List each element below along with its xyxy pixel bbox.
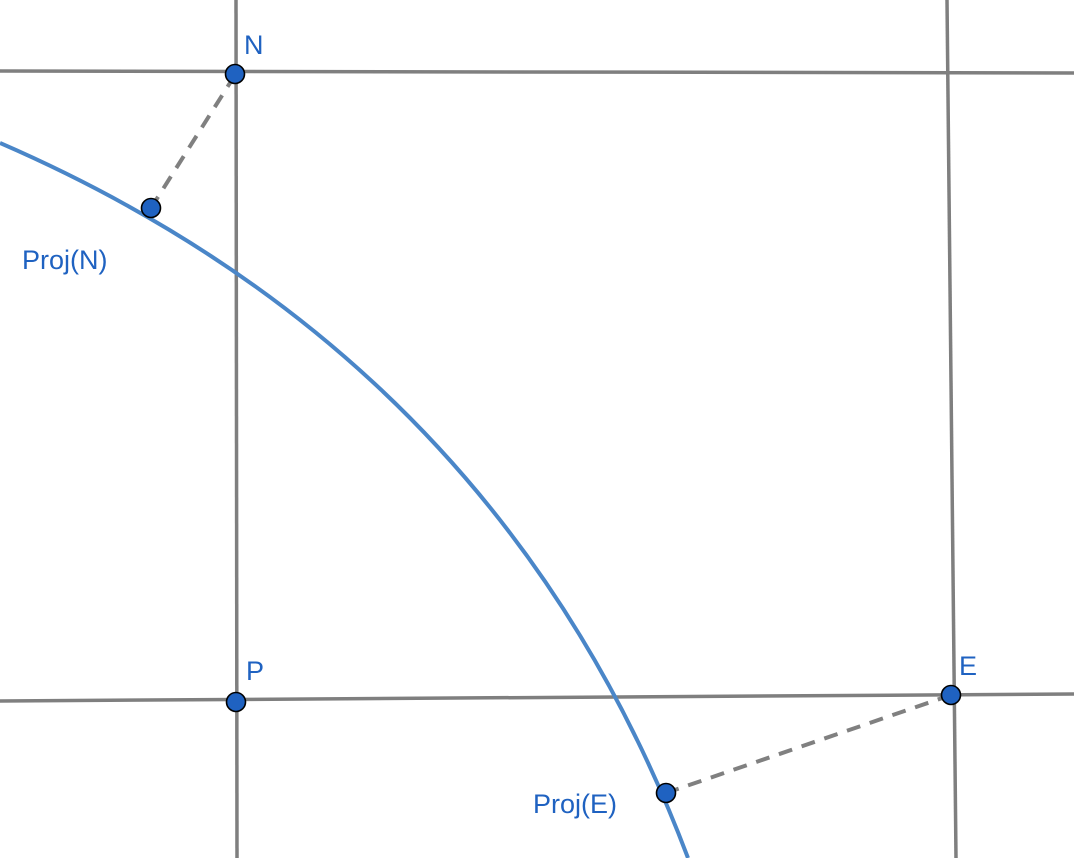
label-p: P [246, 656, 264, 686]
label-proj-n: Proj(N) [22, 245, 108, 275]
point-proj-e[interactable] [655, 782, 677, 804]
label-e: E [959, 651, 977, 681]
grid-line-top [0, 69, 1074, 75]
label-proj-e: Proj(E) [533, 789, 617, 819]
point-p[interactable] [225, 691, 247, 713]
projection-line-e [665, 693, 952, 795]
point-proj-n[interactable] [140, 197, 162, 219]
projection-line-n [149, 73, 237, 210]
point-n[interactable] [224, 63, 246, 85]
grid-line-left [234, 0, 239, 858]
point-e[interactable] [940, 684, 962, 706]
label-n: N [244, 30, 264, 60]
grid-line-bottom [0, 692, 1074, 703]
circle-arc [0, 141, 690, 858]
grid-line-right [945, 0, 958, 858]
